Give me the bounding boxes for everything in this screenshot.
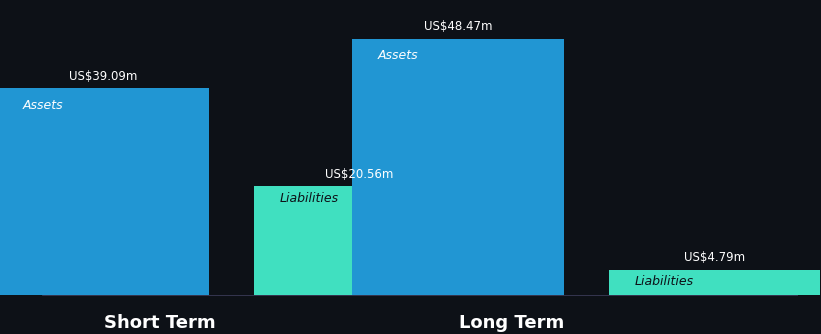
Text: US$39.09m: US$39.09m — [69, 70, 137, 83]
Text: Liabilities: Liabilities — [279, 192, 338, 205]
Text: US$20.56m: US$20.56m — [325, 168, 394, 181]
Text: Assets: Assets — [22, 99, 63, 112]
Bar — [254, 186, 466, 295]
Bar — [352, 39, 563, 295]
Text: Long Term: Long Term — [459, 314, 565, 332]
Text: Short Term: Short Term — [104, 314, 216, 332]
Text: Assets: Assets — [378, 49, 418, 62]
Text: US$4.79m: US$4.79m — [684, 252, 745, 265]
Text: Liabilities: Liabilities — [635, 275, 694, 288]
Bar — [0, 88, 209, 295]
Text: US$48.47m: US$48.47m — [424, 20, 492, 33]
Bar — [609, 270, 820, 295]
